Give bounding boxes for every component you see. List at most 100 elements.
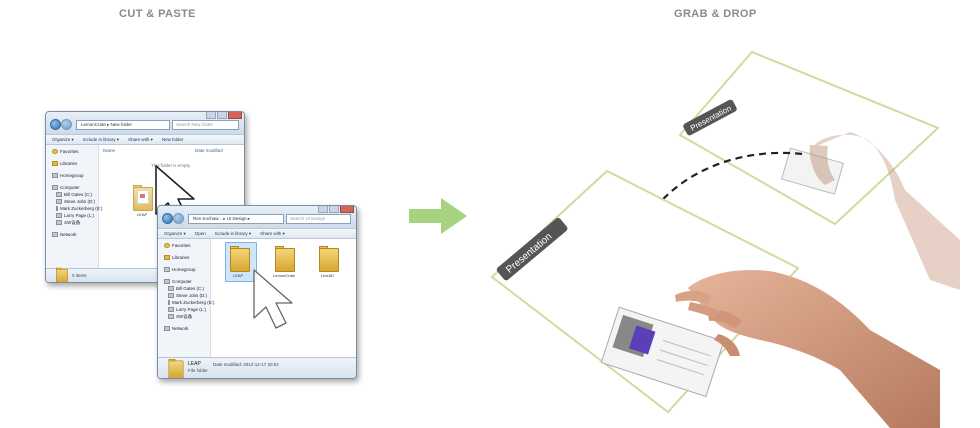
cut-paste-heading: CUT & PASTE — [119, 8, 196, 20]
drive-icon — [168, 307, 174, 312]
close-button[interactable] — [340, 206, 354, 213]
folder-icon[interactable] — [230, 246, 250, 272]
computer-icon — [164, 279, 170, 284]
folder-icon[interactable] — [275, 246, 295, 272]
share-with-menu[interactable]: Share with ▾ — [260, 230, 285, 236]
minimize-button[interactable] — [318, 206, 328, 213]
nav-network[interactable]: Network — [46, 231, 98, 238]
folder-label[interactable]: LEAP — [233, 273, 244, 278]
folder-label[interactable]: LemonCrate — [273, 273, 296, 278]
nav-drive-sw[interactable]: SW设备 — [158, 313, 210, 320]
library-icon — [52, 161, 58, 166]
grab-drop-heading: GRAB & DROP — [674, 8, 757, 20]
nav-libraries[interactable]: Libraries — [158, 254, 210, 261]
nav-homegroup[interactable]: Homegroup — [158, 266, 210, 273]
nav-drive-l[interactable]: Larry Page (L:) — [46, 212, 98, 219]
folder-label: LEAP — [137, 212, 148, 217]
window-controls[interactable] — [206, 112, 242, 119]
new-folder-button[interactable]: New folder — [161, 137, 184, 142]
drive-icon — [56, 206, 58, 211]
computer-icon — [52, 185, 58, 190]
library-icon — [164, 255, 170, 260]
explorer-window-source[interactable]: LemonCrate ▸ New folder Search New folde… — [45, 111, 245, 283]
grab-drop-scene: Presentation Presentation — [490, 50, 960, 428]
hand-image — [675, 269, 940, 428]
open-button[interactable]: Open — [194, 231, 206, 236]
forward-button[interactable] — [61, 119, 72, 130]
navigation-pane: Favorites Libraries Homegroup Computer B… — [46, 145, 103, 282]
nav-favorites[interactable]: Favorites — [158, 242, 210, 249]
faded-hand-image — [809, 132, 960, 290]
window-titlebar[interactable]: LemonCrate ▸ New folder Search New folde… — [46, 112, 244, 134]
maximize-button[interactable] — [217, 112, 227, 119]
star-icon — [52, 149, 58, 154]
file-list[interactable]: Name Date modified This folder is empty.… — [99, 145, 244, 282]
slide-thumbnail — [600, 306, 725, 398]
cursor-icon — [253, 269, 293, 329]
drive-icon — [168, 314, 174, 319]
homegroup-icon — [164, 267, 170, 272]
organize-menu[interactable]: Organize ▾ — [164, 230, 186, 236]
back-button[interactable] — [162, 213, 173, 224]
file-list[interactable]: LEAP LemonCrate LiveAD — [211, 239, 356, 378]
command-bar: Organize ▾ Open Include in library ▾ Sha… — [158, 228, 356, 239]
nav-drive-d[interactable]: Steve Jobs (D:) — [46, 198, 98, 205]
column-date-modified[interactable]: Date modified — [195, 148, 223, 153]
window-controls[interactable] — [318, 206, 354, 213]
drive-icon — [56, 192, 62, 197]
network-icon — [164, 326, 170, 331]
forward-button[interactable] — [173, 213, 184, 224]
maximize-button[interactable] — [329, 206, 339, 213]
folder-icon — [168, 359, 184, 378]
nav-drive-e[interactable]: Mark Zuckerberg (E:) — [158, 299, 215, 306]
drag-path-arc — [616, 151, 803, 341]
item-count: 0 items — [72, 273, 87, 278]
window-titlebar[interactable]: Ren Kochaw... ▸ UI Design ▸ Search UI De… — [158, 206, 356, 228]
details-pane: LEAP Date modified: 2012-12-17 20:52 Fil… — [158, 357, 356, 378]
nav-drive-l[interactable]: Larry Page (L:) — [158, 306, 210, 313]
nav-network[interactable]: Network — [158, 325, 210, 332]
minimize-button[interactable] — [206, 112, 216, 119]
drive-icon — [168, 293, 174, 298]
explorer-window-target[interactable]: Ren Kochaw... ▸ UI Design ▸ Search UI De… — [157, 205, 357, 379]
folder-icon — [56, 267, 68, 282]
homegroup-icon — [52, 173, 58, 178]
empty-folder-message: This folder is empty. — [151, 163, 191, 168]
drive-icon — [168, 300, 170, 305]
slide-back[interactable]: Presentation — [678, 50, 940, 226]
nav-libraries[interactable]: Libraries — [46, 160, 98, 167]
nav-drive-c[interactable]: Bill Gates (C:) — [46, 191, 98, 198]
folder-label[interactable]: LiveAD — [321, 273, 334, 278]
share-with-menu[interactable]: Share with ▾ — [128, 136, 153, 142]
nav-computer[interactable]: Computer — [158, 278, 210, 285]
command-bar: Organize ▾ Include in library ▾ Share wi… — [46, 134, 244, 145]
navigation-pane: Favorites Libraries Homegroup Computer B… — [158, 239, 215, 378]
drive-icon — [56, 213, 62, 218]
search-input[interactable]: Search New folder — [172, 120, 239, 130]
search-input[interactable]: Search UI Design — [286, 214, 351, 224]
drive-icon — [168, 286, 174, 291]
drive-icon — [56, 220, 62, 225]
nav-drive-c[interactable]: Bill Gates (C:) — [158, 285, 210, 292]
drive-icon — [56, 199, 62, 204]
address-bar[interactable]: Ren Kochaw... ▸ UI Design ▸ — [188, 214, 284, 224]
address-bar[interactable]: LemonCrate ▸ New folder — [76, 120, 170, 130]
column-name[interactable]: Name — [103, 148, 116, 153]
folder-icon[interactable] — [319, 246, 339, 272]
include-library-menu[interactable]: Include in library ▾ — [214, 230, 252, 236]
slide-front[interactable]: Presentation — [490, 169, 800, 414]
close-button[interactable] — [228, 112, 242, 119]
network-icon — [52, 232, 58, 237]
nav-drive-sw[interactable]: SW设备 — [46, 219, 98, 226]
nav-favorites[interactable]: Favorites — [46, 148, 98, 155]
details-date-modified: Date modified: 2012-12-17 20:52 — [213, 362, 279, 367]
organize-menu[interactable]: Organize ▾ — [52, 136, 74, 142]
right-arrow-icon — [409, 198, 467, 234]
back-button[interactable] — [50, 119, 61, 130]
include-library-menu[interactable]: Include in library ▾ — [82, 136, 120, 142]
folder-icon[interactable] — [133, 185, 153, 211]
nav-drive-e[interactable]: Mark Zuckerberg (E:) — [46, 205, 103, 212]
nav-drive-d[interactable]: Steve Jobs (D:) — [158, 292, 210, 299]
nav-computer[interactable]: Computer — [46, 184, 98, 191]
nav-homegroup[interactable]: Homegroup — [46, 172, 98, 179]
